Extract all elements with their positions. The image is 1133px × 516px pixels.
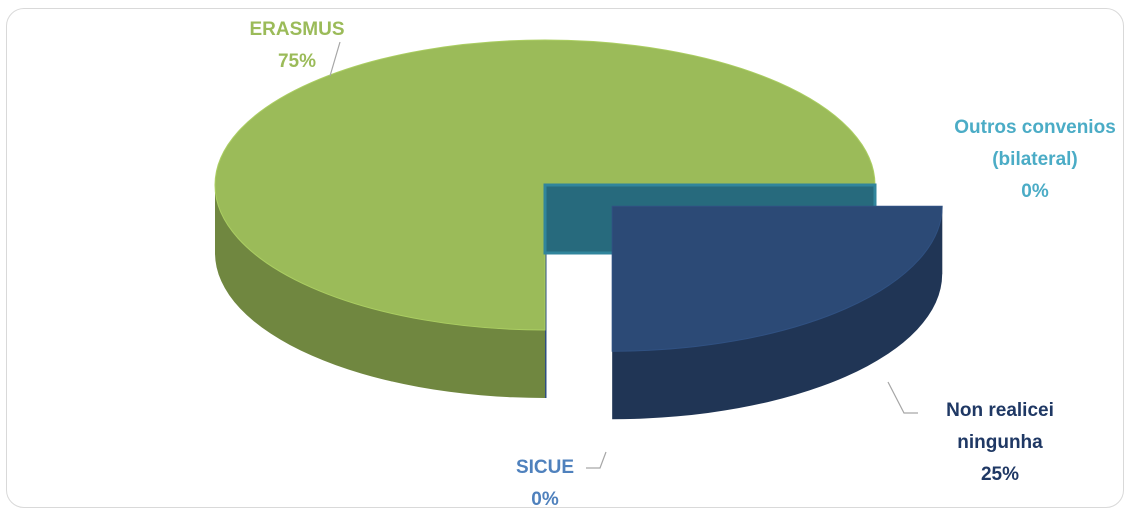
value-label: 25% xyxy=(980,464,1020,485)
slice-side xyxy=(612,206,943,420)
data-label: Non realicei ningunha 25% xyxy=(925,395,1075,491)
chart-frame xyxy=(6,8,1124,508)
data-label: SICUE 0% xyxy=(485,452,605,516)
value-label: 0% xyxy=(1021,181,1049,202)
category-label: Non realicei ningunha xyxy=(946,400,1054,453)
leader-line xyxy=(586,451,607,469)
slice xyxy=(214,39,876,331)
slice-side xyxy=(215,185,545,398)
leader-line xyxy=(887,381,918,414)
category-label: SICUE xyxy=(515,457,575,478)
data-label: ERASMUS 75% xyxy=(217,14,377,78)
leader-line xyxy=(329,41,341,77)
category-label: ERASMUS xyxy=(249,19,345,40)
slice xyxy=(611,205,943,352)
data-label: Outros convenios (bilateral) 0% xyxy=(935,112,1133,208)
category-label: Outros convenios (bilateral) xyxy=(954,117,1116,170)
value-label: 75% xyxy=(277,51,317,72)
value-label: 0% xyxy=(531,489,559,510)
